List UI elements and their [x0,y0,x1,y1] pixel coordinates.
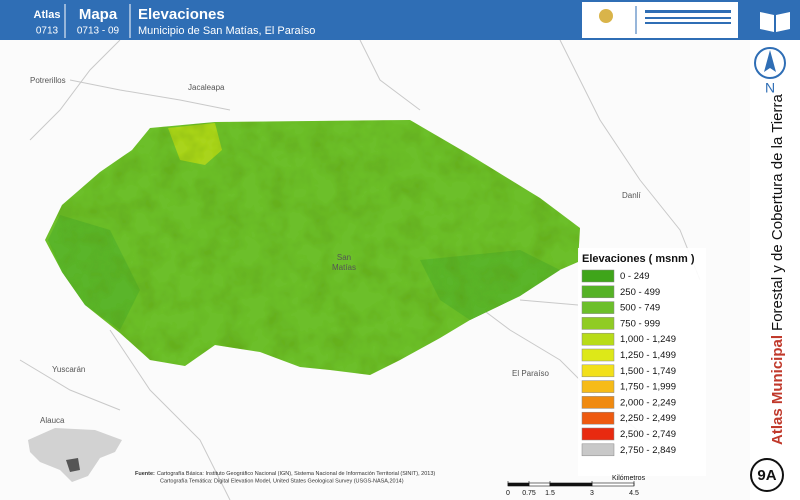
legend-label: 2,500 - 2,749 [620,429,676,440]
road [559,39,701,281]
legend-swatch [581,411,615,425]
legend-label: 1,500 - 1,749 [620,366,676,377]
scale-label: 4.5 [629,490,639,497]
legend-swatch [581,269,615,283]
low-area [420,250,560,320]
legend-label: 1,000 - 1,249 [620,334,676,345]
legend-label: 1,250 - 1,499 [620,350,676,361]
scale-label: 3 [590,490,594,497]
map-title: Elevaciones [138,6,225,23]
legend-label: 750 - 999 [620,318,660,329]
logo-emblem [599,9,613,23]
scale-segment [507,482,530,487]
legend-swatch [581,427,615,441]
legend-swatch [581,348,615,362]
series-title: Atlas Municipal Forestal y de Cobertura d… [769,94,786,445]
logo-text-block [645,10,731,13]
book-icon [760,12,790,32]
legend-swatch [581,317,615,330]
scale-segment [591,482,635,487]
legend-label: 2,000 - 2,249 [620,397,676,408]
legend-label: 2,750 - 2,849 [620,445,676,456]
scale-unit: Kilómetros [612,475,646,482]
legend-label: 250 - 499 [620,287,660,298]
legend-title: Elevaciones ( msnm ) [582,253,695,265]
legend-label: 2,250 - 2,499 [620,413,676,424]
legend-swatch [581,285,615,299]
north-arrow [764,50,776,72]
place-label: Jacaleapa [188,83,225,92]
source-label: Fuente: [135,471,155,477]
book-icon-box [750,0,800,40]
place-label: El Paraíso [512,369,549,378]
road [29,39,121,141]
map-subtitle: Municipio de San Matías, El Paraíso [138,25,315,37]
series-title-bold: Atlas Municipal [769,335,786,445]
legend-swatch [581,443,615,457]
inset-country [28,428,122,482]
inset-map [28,428,122,482]
scale-segment [528,482,551,487]
high-area [168,123,222,165]
scale-label: 1.5 [545,490,555,497]
scale-label: 0.75 [522,490,536,497]
road [109,329,231,500]
source-line: Cartografía Básica: Instituto Geográfico… [157,471,436,477]
legend-swatch [581,380,615,393]
atlas-code: 0713 [36,26,59,37]
roads [19,39,701,500]
north-arrow-ring [754,47,786,79]
scale-segment [549,482,593,487]
legend-label: 1,750 - 1,999 [620,382,676,393]
badge: 9A [757,467,776,484]
legend-swatch [581,301,615,314]
road [359,39,421,111]
elevation-raster [45,120,580,375]
map-code: 0713 - 09 [77,26,120,37]
north-label: N [765,80,775,96]
inset-highlight [66,458,80,472]
place-label: Potrerillos [30,76,66,85]
logo-text-block [645,22,731,24]
legend-swatch [581,364,615,378]
series-title-rest: Forestal y de Cobertura de la Tierra [769,94,786,331]
legend-label: 500 - 749 [620,303,660,314]
place-label: Danlí [622,191,641,200]
low-area [48,215,140,330]
place-label: Alauca [40,416,65,425]
map-label: Mapa [79,6,118,23]
logo-text-block [645,17,731,19]
road [519,299,579,306]
road [69,79,231,111]
badge-ring [750,458,784,492]
scale-label: 0 [506,490,510,497]
legend-swatch [581,332,615,346]
place-label: San Matías [332,253,356,272]
municipality-area [45,120,580,375]
scale-bar: 0 0.75 1.5 3 4.5 Kilómetros [506,475,646,497]
legend-label: 0 - 249 [620,271,650,282]
legend-swatch [581,396,615,409]
source-line: Cartografía Temática: Digital Elevation … [160,478,404,484]
source: Fuente: Cartografía Básica: Instituto Geo… [135,471,435,477]
road [19,359,121,411]
atlas-label: Atlas [34,9,61,21]
place-label: Yuscarán [52,365,85,374]
